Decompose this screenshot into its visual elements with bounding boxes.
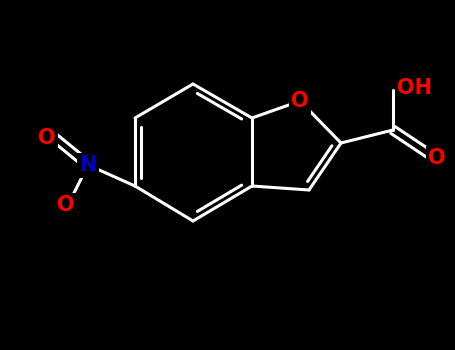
Text: N: N xyxy=(79,155,96,175)
Text: O: O xyxy=(291,91,309,111)
Text: OH: OH xyxy=(398,78,433,98)
Text: O: O xyxy=(428,148,446,168)
Text: O: O xyxy=(38,128,56,148)
Text: O: O xyxy=(57,195,75,215)
